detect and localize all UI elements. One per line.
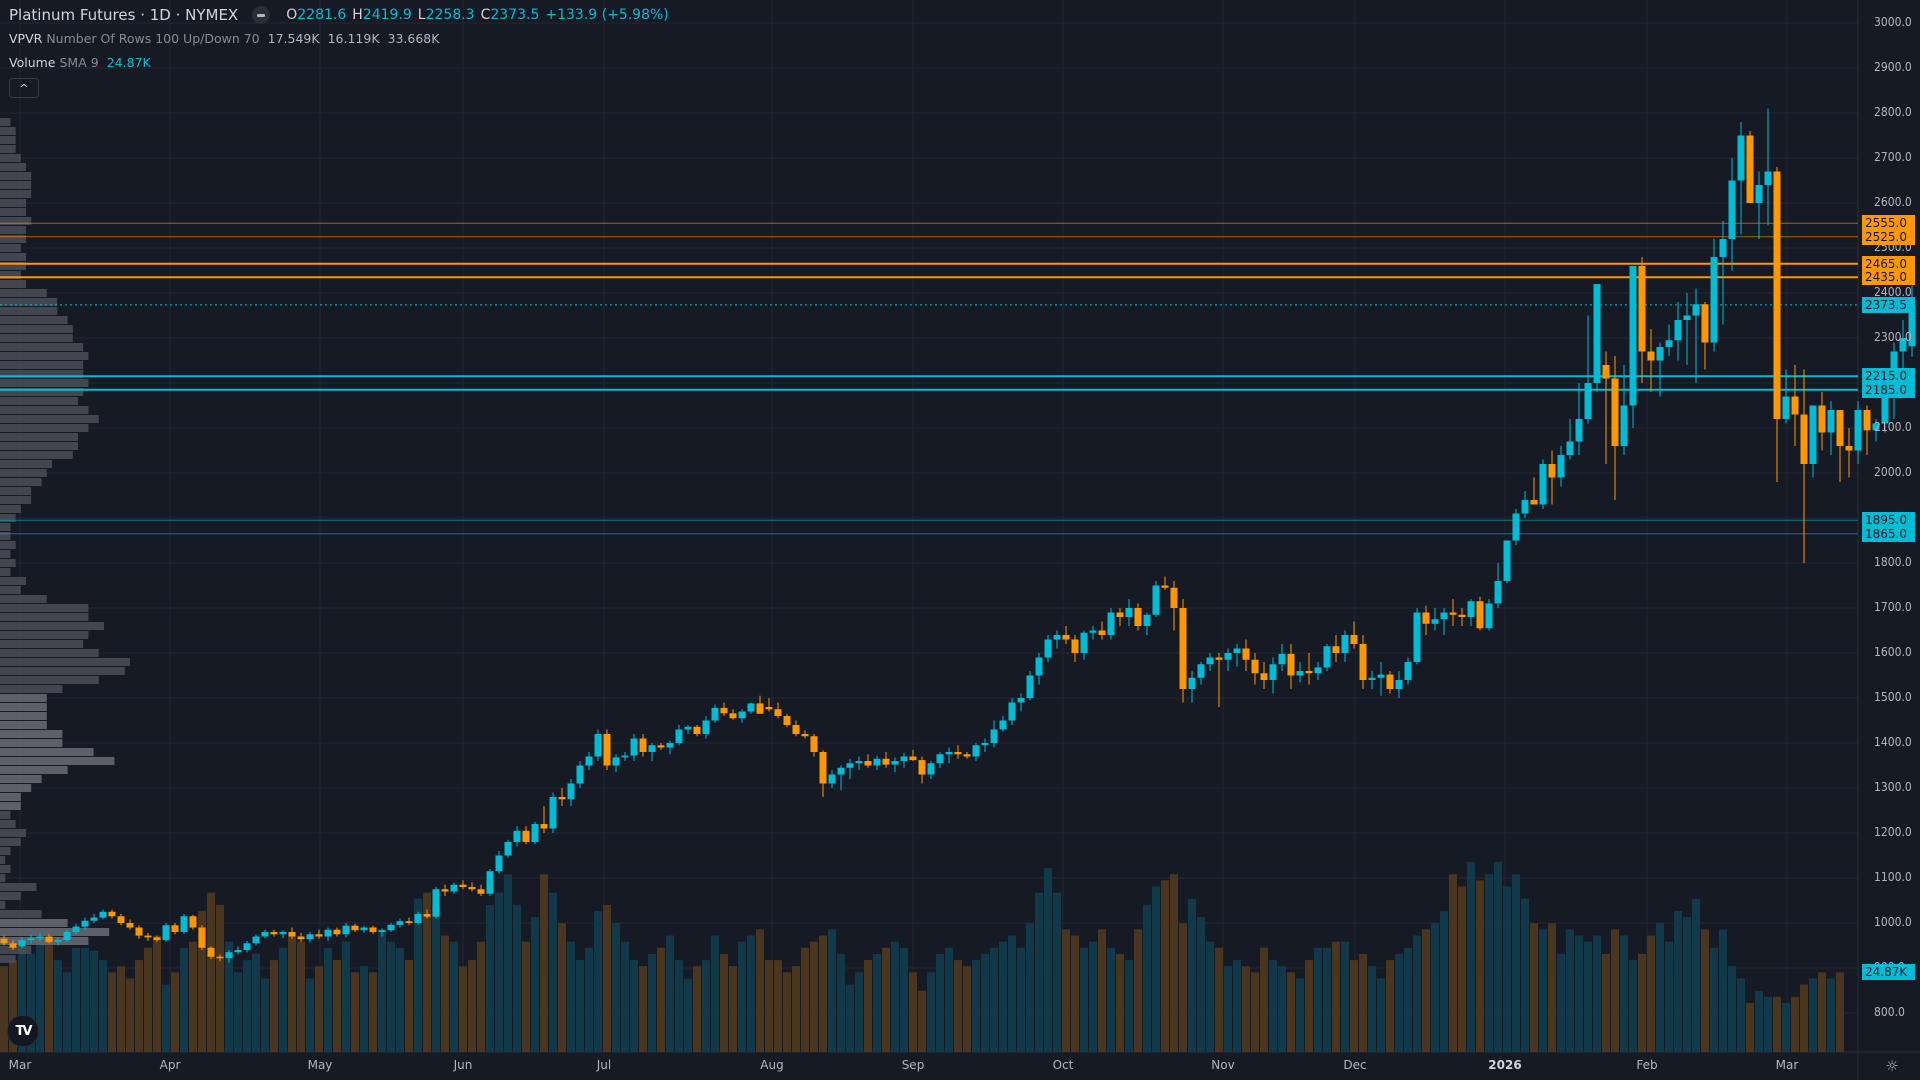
time-axis-label: Oct	[1052, 1058, 1074, 1072]
symbol-title[interactable]: Platinum Futures · 1D · NYMEX	[9, 6, 239, 24]
vpvr-row[interactable]: VPVR Number Of Rows 100 Up/Down 70 17.54…	[9, 30, 669, 48]
low-label: L	[417, 7, 426, 23]
settings-gear-icon[interactable]: ☼	[1885, 1057, 1899, 1075]
price-axis-label: 1700.0	[1874, 600, 1912, 614]
chevron-up-icon: ^	[19, 81, 29, 95]
price-axis-label: 1600.0	[1874, 645, 1912, 659]
price-tag: 2185.0	[1862, 381, 1915, 398]
price-tag: 2373.5	[1862, 296, 1915, 313]
change-value: +133.9 (+5.98%)	[545, 7, 669, 23]
high-label: H	[352, 7, 363, 23]
price-axis-label: 1200.0	[1874, 825, 1912, 839]
time-axis-label: Mar	[8, 1058, 32, 1072]
price-tag: 2555.0	[1862, 215, 1915, 232]
price-axis-label: 3000.0	[1874, 15, 1912, 29]
price-tag: 2465.0	[1862, 255, 1915, 272]
price-axis-label: 2000.0	[1874, 465, 1912, 479]
time-axis-label: Sep	[901, 1058, 925, 1072]
price-tag: 2435.0	[1862, 269, 1915, 286]
price-axis-label: 1000.0	[1874, 915, 1912, 929]
time-axis-label: Mar	[1775, 1058, 1799, 1072]
low-value: 2258.3	[425, 7, 475, 23]
vpvr-name: VPVR	[9, 31, 43, 46]
vpvr-up: 17.549K	[267, 31, 320, 46]
time-axis-label: Aug	[760, 1058, 784, 1072]
price-axis-label: 1100.0	[1874, 870, 1912, 884]
price-tag: 24.87K	[1862, 964, 1915, 980]
price-tag: 1895.0	[1862, 512, 1915, 529]
price-tag: 1865.0	[1862, 525, 1915, 542]
volume-params: SMA 9	[59, 55, 99, 70]
close-label: C	[480, 7, 491, 23]
minus-icon[interactable]	[252, 6, 271, 24]
time-axis-label: Jun	[453, 1058, 473, 1072]
price-axis-label: 1400.0	[1874, 735, 1912, 749]
price-axis-label: 2600.0	[1874, 195, 1912, 209]
close-value: 2373.5	[490, 7, 540, 23]
price-axis-label: 1500.0	[1874, 690, 1912, 704]
open-label: O	[286, 7, 298, 23]
open-value: 2281.6	[297, 7, 347, 23]
time-axis-label: Nov	[1211, 1058, 1235, 1072]
price-axis-label: 2800.0	[1874, 105, 1912, 119]
tradingview-logo-icon[interactable]: TV	[7, 1015, 39, 1047]
time-axis-label: Feb	[1636, 1058, 1658, 1072]
price-tag: 2215.0	[1862, 368, 1915, 385]
price-axis-label: 2300.0	[1874, 330, 1912, 344]
price-axis-label: 2900.0	[1874, 60, 1912, 74]
price-axis-label: 1300.0	[1874, 780, 1912, 794]
price-axis-label: 2100.0	[1874, 420, 1912, 434]
time-axis-label: Dec	[1343, 1058, 1367, 1072]
price-tag: 2525.0	[1862, 228, 1915, 245]
price-axis-label: 2400.0	[1874, 285, 1912, 299]
collapse-legend-button[interactable]: ^	[9, 78, 39, 98]
time-axis-label: Apr	[159, 1058, 181, 1072]
vpvr-params: Number Of Rows 100 Up/Down 70	[46, 31, 260, 46]
price-axis-label: 2700.0	[1874, 150, 1912, 164]
time-axis-label: 2026	[1488, 1058, 1522, 1072]
time-axis-label: Jul	[596, 1058, 612, 1072]
vpvr-down: 16.119K	[327, 31, 380, 46]
high-value: 2419.9	[362, 7, 412, 23]
vpvr-total: 33.668K	[387, 31, 440, 46]
volume-value: 24.87K	[106, 55, 151, 70]
volume-name: Volume	[9, 55, 56, 70]
price-axis-label: 1800.0	[1874, 555, 1912, 569]
price-axis-label: 800.0	[1874, 1005, 1905, 1019]
time-axis-label: May	[307, 1058, 333, 1072]
volume-row[interactable]: Volume SMA 9 24.87K	[9, 54, 669, 72]
